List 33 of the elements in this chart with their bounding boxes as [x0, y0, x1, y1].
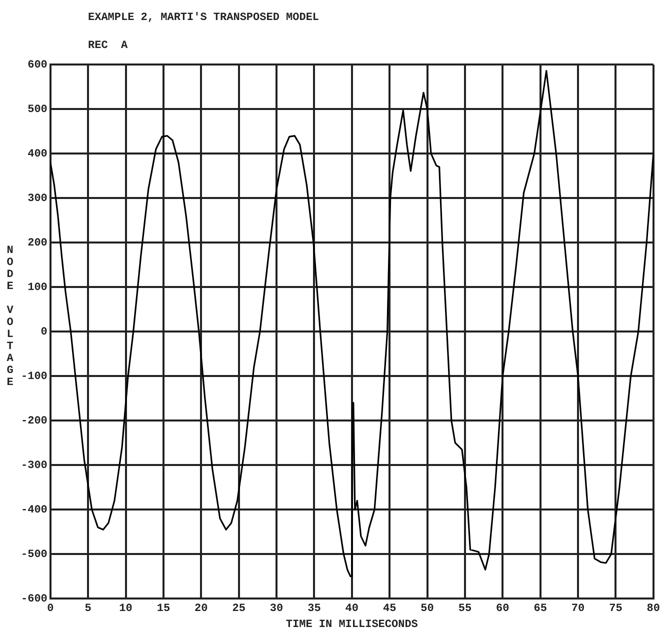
x-tick-label: 35 [308, 602, 322, 615]
y-axis-title: NODE VOLTAGE [4, 245, 16, 389]
x-tick-label: 15 [156, 602, 170, 615]
x-tick-label: 60 [496, 602, 510, 615]
x-tick-label: 5 [84, 602, 92, 615]
chart-subtitle: REC A [88, 40, 128, 52]
x-tick-label: 75 [609, 602, 623, 615]
x-tick-label: 25 [232, 602, 246, 615]
x-tick-label: 70 [571, 602, 585, 615]
y-tick-label: 300 [28, 192, 48, 205]
x-tick-label: 30 [270, 602, 284, 615]
x-tick-label: 65 [534, 602, 548, 615]
x-tick-label: 80 [646, 602, 660, 615]
y-tick-label: 600 [28, 59, 48, 72]
y-tick-label: -600 [21, 593, 48, 606]
y-tick-label: -200 [21, 415, 48, 428]
x-tick-label: 40 [345, 602, 359, 615]
y-tick-label: -100 [21, 370, 48, 383]
x-tick-label: 10 [119, 602, 132, 615]
x-tick-label: 50 [420, 602, 434, 615]
y-tick-label: -500 [21, 548, 48, 561]
y-tick-label: -400 [21, 504, 48, 516]
x-tick-label: 55 [458, 602, 472, 615]
y-tick-label: 500 [28, 104, 48, 116]
y-tick-label: 200 [28, 237, 48, 250]
x-tick-label: 20 [194, 602, 208, 615]
chart-title: EXAMPLE 2, MARTI'S TRANSPOSED MODEL [88, 12, 320, 24]
x-tick-label: 45 [382, 602, 397, 615]
y-tick-label: 0 [40, 326, 48, 338]
y-tick-label: 100 [28, 282, 48, 294]
y-tick-label: -300 [21, 460, 48, 472]
y-tick-label: 400 [28, 148, 48, 160]
x-axis-title: TIME IN MILLISECONDS [286, 619, 418, 632]
